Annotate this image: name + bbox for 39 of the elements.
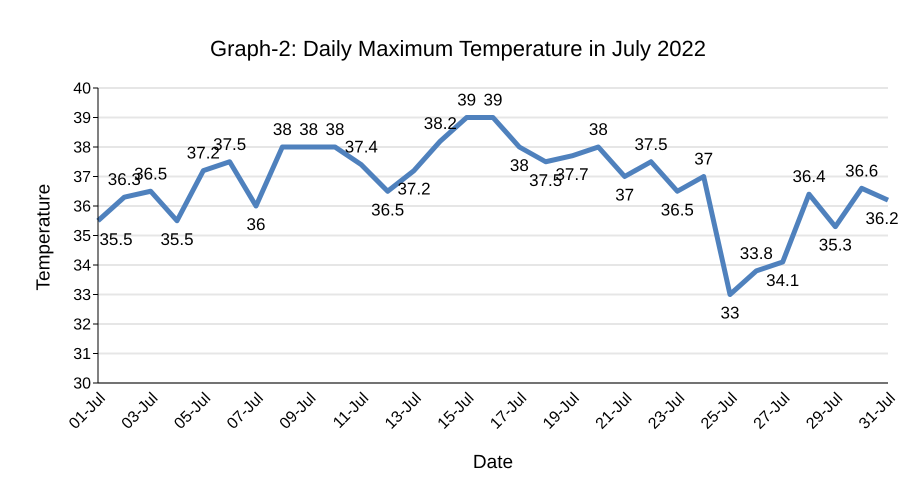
y-tick-label: 34 (73, 258, 92, 275)
y-tick-label: 30 (73, 376, 92, 393)
y-tick-label: 35 (73, 228, 92, 246)
y-tick-label: 36 (73, 198, 92, 216)
data-label: 39 (484, 90, 502, 110)
data-label: 33.8 (740, 244, 773, 263)
data-label: 34.1 (766, 271, 800, 290)
data-label: 35.5 (99, 230, 133, 249)
data-label: 38 (326, 120, 344, 139)
data-label: 37.4 (344, 138, 378, 157)
data-label: 36 (246, 215, 266, 234)
chart-title: Graph-2: Daily Maximum Temperature in July 2022 (208, 36, 708, 62)
y-tick-label: 31 (73, 346, 92, 364)
data-label: 38 (299, 120, 318, 139)
data-label: 39 (457, 90, 476, 110)
data-label: 38.2 (424, 114, 457, 134)
data-label: 36.6 (845, 161, 878, 180)
data-label: 38 (510, 156, 529, 175)
y-tick-label: 32 (73, 316, 92, 334)
data-label: 36.2 (865, 209, 899, 228)
data-label: 37.5 (634, 134, 668, 154)
y-tick-label: 40 (73, 80, 92, 98)
x-axis-title: Date (472, 452, 514, 473)
data-label: 38 (272, 120, 292, 139)
data-label: 35.5 (160, 230, 194, 249)
data-label: 35.3 (818, 236, 852, 255)
y-tick-label: 39 (73, 110, 92, 128)
data-label: 37.2 (397, 180, 431, 199)
data-label: 37 (694, 150, 714, 168)
data-label: 38 (588, 120, 608, 139)
data-label: 33 (720, 304, 740, 322)
data-label: 36.4 (792, 167, 826, 186)
y-axis-title: Temperature (34, 184, 55, 290)
data-label: 37 (615, 186, 634, 204)
y-tick-label: 37 (73, 169, 92, 186)
y-tick-label: 38 (73, 140, 92, 157)
data-label: 36.5 (660, 200, 694, 220)
y-tick-label: 33 (73, 287, 92, 304)
data-label: 36.5 (371, 200, 404, 220)
